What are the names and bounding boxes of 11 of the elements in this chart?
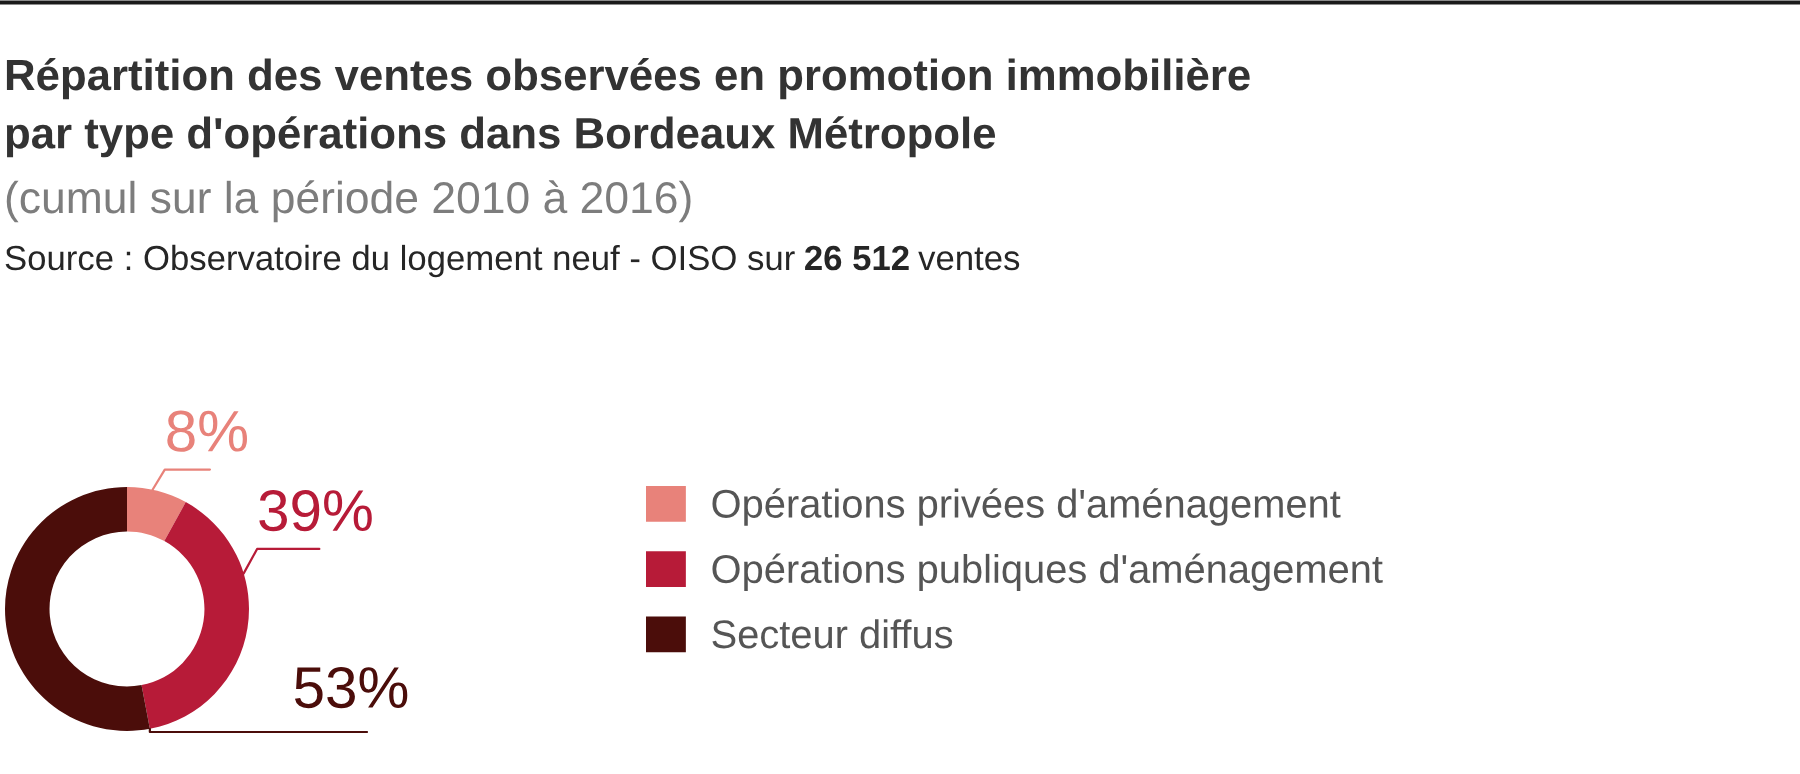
- data-label: 39%: [259, 489, 372, 532]
- legend-label: Opérations privées d'aménagement: [712, 488, 1341, 526]
- chart-subtitle: (cumul sur la période 2010 à 2016): [6, 180, 691, 223]
- source-note: Source : Observatoire du logement neuf - OISO sur: [5, 244, 795, 278]
- data-label: 8%: [167, 410, 247, 452]
- legend-label: Secteur diffus: [712, 619, 953, 649]
- legend-label: Opérations publiques d'aménagement: [712, 553, 1383, 592]
- chart-title: Répartition des ventes observées en promotion immobilière par type d'opérations dans Bordeaux Métropole: [6, 58, 1250, 158]
- text: 26 512: [805, 245, 909, 271]
- data-label: 53%: [294, 666, 408, 709]
- text: ventes: [918, 247, 1020, 271]
